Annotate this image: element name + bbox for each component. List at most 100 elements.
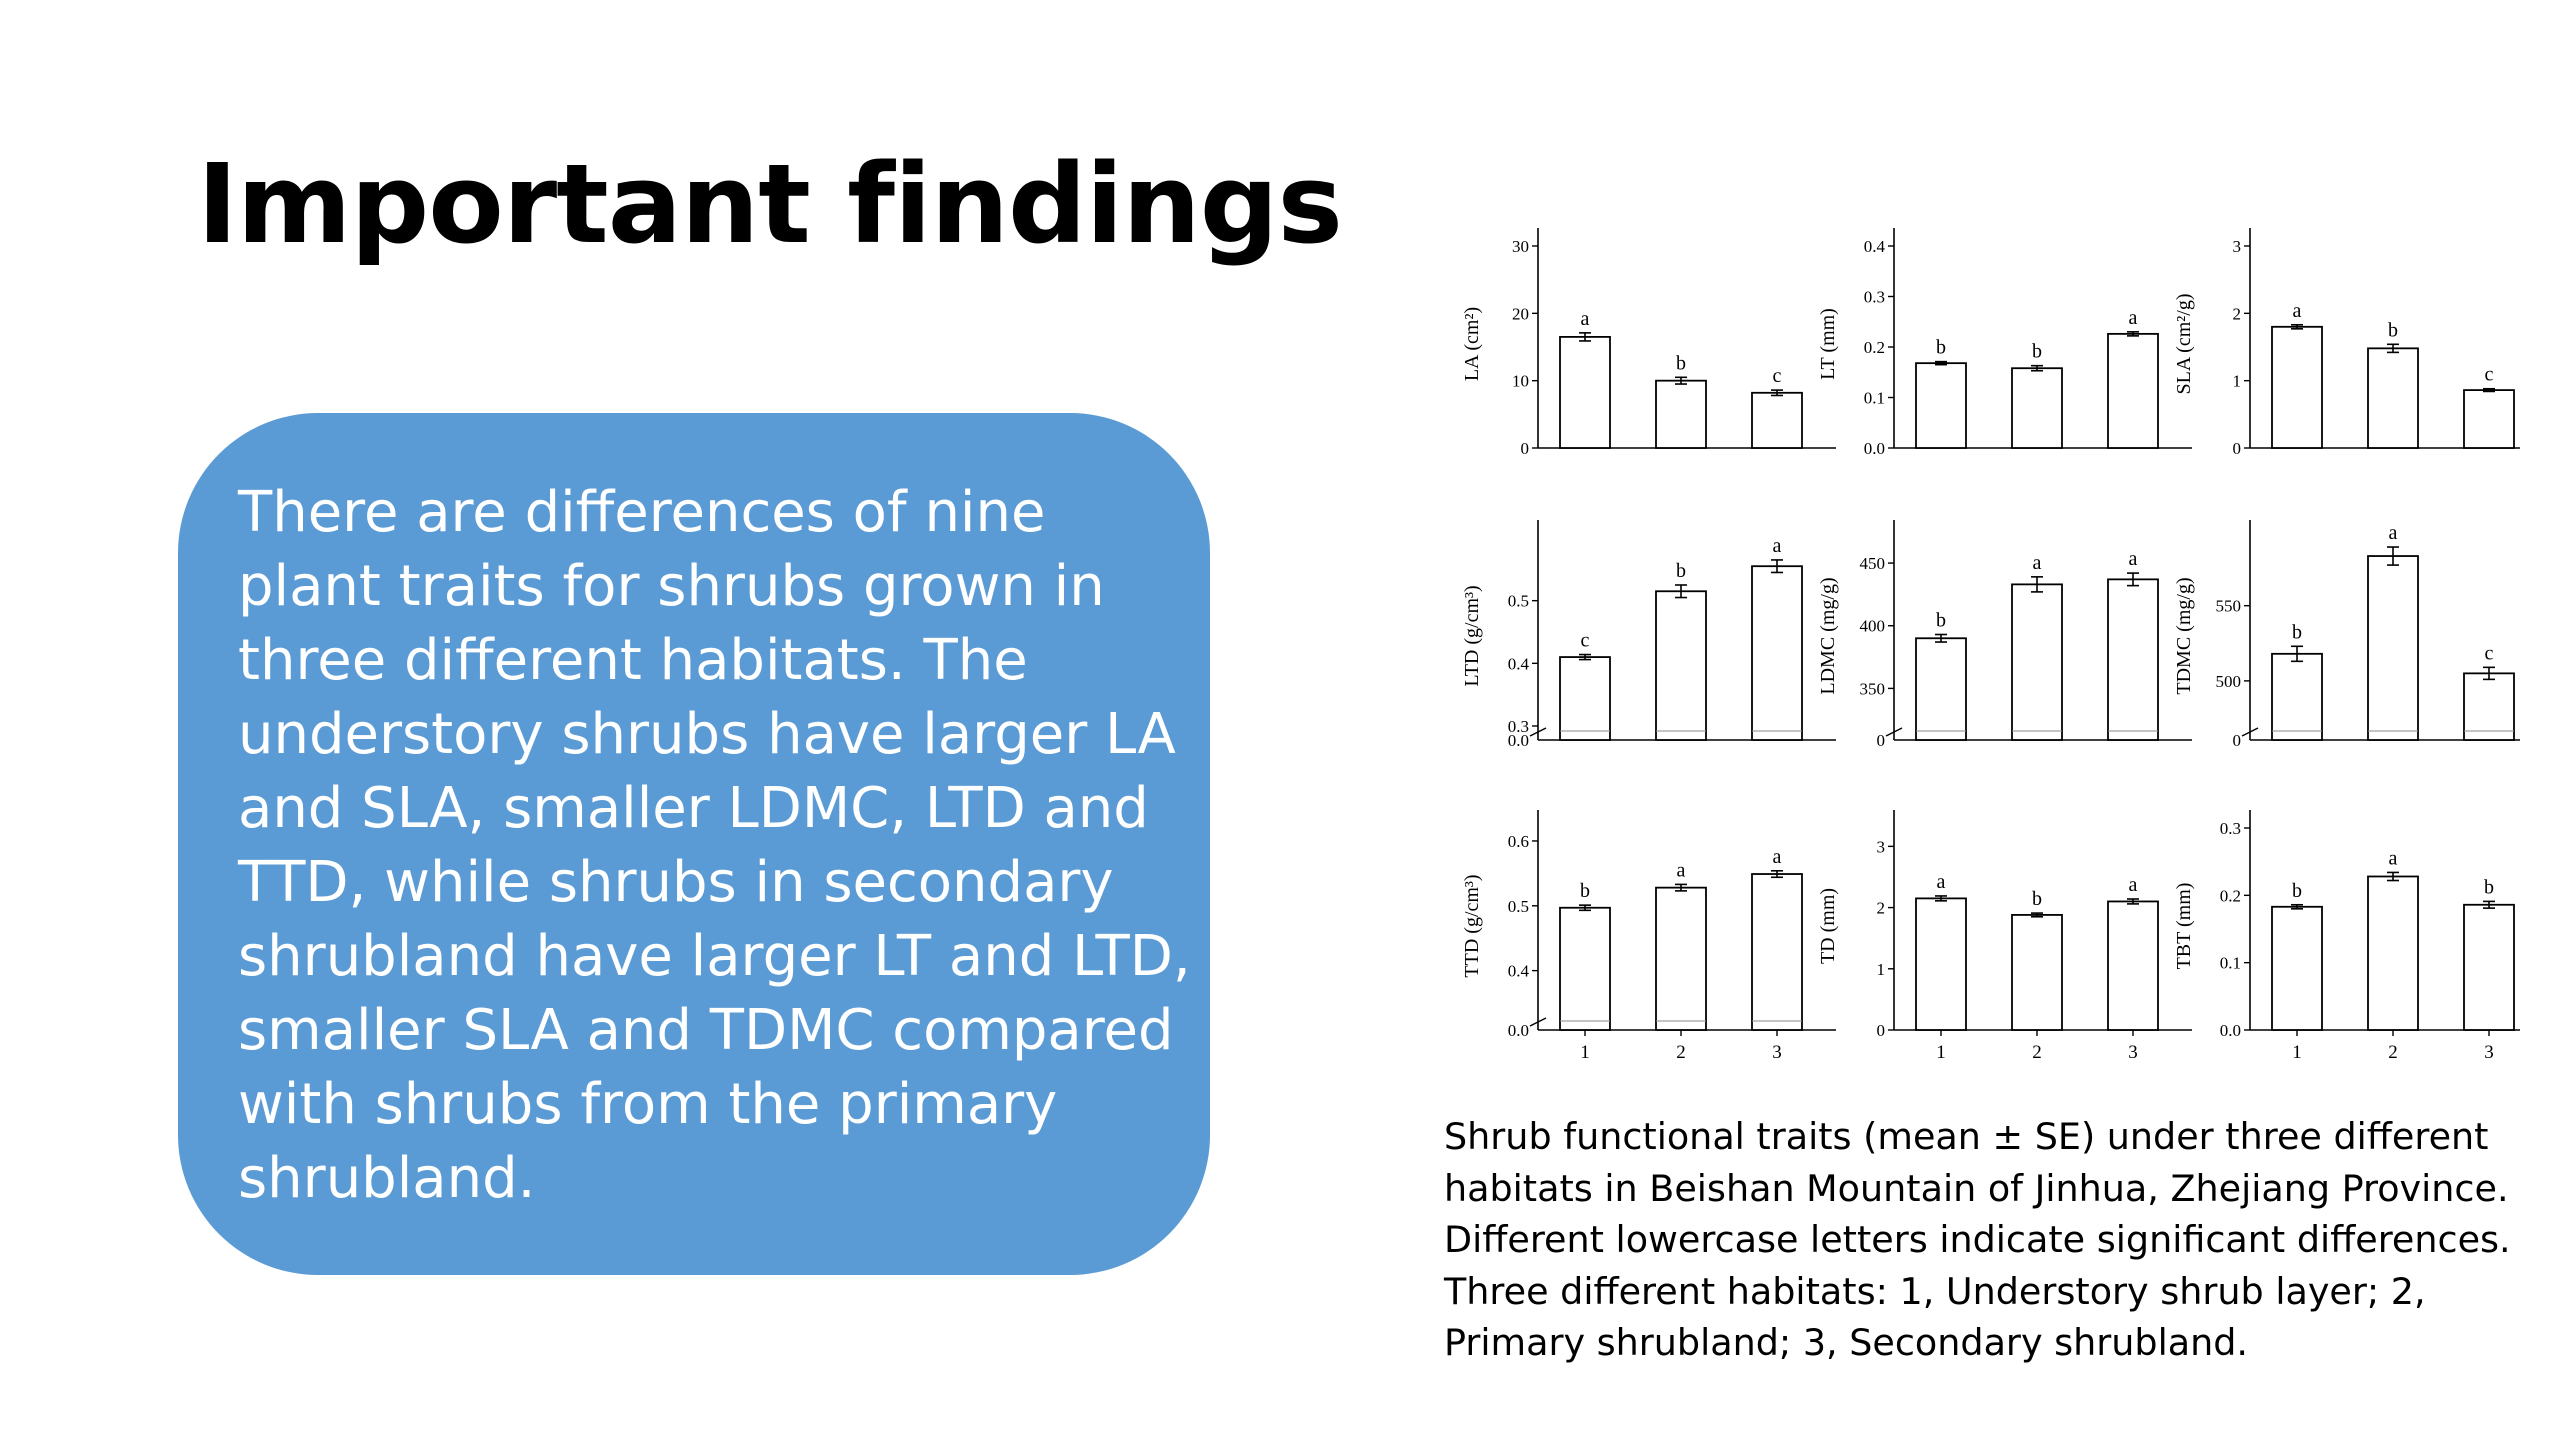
bar — [1751, 565, 1803, 741]
y-axis-label: TTD (g/cm³) — [1461, 874, 1483, 977]
y-tick-label: 0.2 — [2220, 886, 2241, 905]
y-tick-label: 0 — [2233, 731, 2242, 750]
x-tick-label: 1 — [1936, 1042, 1946, 1063]
y-axis-label: TD (mm) — [1817, 888, 1839, 964]
bar — [2011, 367, 2063, 449]
y-tick-label: 0.5 — [1508, 592, 1529, 611]
y-tick-label: 1 — [1877, 960, 1886, 979]
significance-letter: c — [1581, 630, 1590, 652]
y-tick-label: 0 — [1521, 439, 1530, 458]
significance-letter: a — [1773, 846, 1782, 868]
y-tick-label: 0.4 — [1864, 237, 1886, 256]
bar — [1751, 873, 1803, 1031]
bar — [2463, 672, 2515, 741]
significance-letter: b — [1676, 352, 1686, 374]
bar — [1655, 379, 1707, 449]
y-tick-label: 1 — [2233, 372, 2242, 391]
x-tick-label: 2 — [2032, 1042, 2042, 1063]
y-tick-label: 0.1 — [2220, 954, 2241, 973]
y-tick-label: 3 — [2233, 237, 2242, 256]
significance-letter: b — [1936, 610, 1946, 632]
bar — [2367, 555, 2419, 741]
significance-letter: a — [1581, 308, 1590, 330]
y-tick-label: 10 — [1512, 372, 1529, 391]
bar — [2463, 389, 2515, 449]
significance-letter: a — [1773, 535, 1782, 557]
bar — [2107, 900, 2159, 1031]
bar — [1915, 362, 1967, 449]
y-tick-label: 450 — [1860, 554, 1886, 573]
significance-letter: a — [1677, 859, 1686, 881]
significance-letter: b — [2032, 888, 2042, 910]
significance-letter: a — [2129, 548, 2138, 570]
significance-letter: b — [2032, 341, 2042, 363]
y-tick-label: 20 — [1512, 304, 1529, 323]
bar — [2271, 905, 2323, 1031]
bar — [2463, 903, 2515, 1031]
significance-letter: b — [1676, 560, 1686, 582]
y-tick-label: 0.3 — [1864, 288, 1885, 307]
chart-panel-2: 0.0 0.1 0.2 0.3 0.4 LT (mm) b b a — [1817, 228, 2192, 458]
x-tick-label: 1 — [1580, 1042, 1590, 1063]
significance-letter: a — [2389, 847, 2398, 869]
significance-letter: a — [2293, 300, 2302, 322]
significance-letter: a — [2129, 307, 2138, 329]
y-tick-label: 0.3 — [1508, 717, 1529, 736]
y-tick-label: 0.1 — [1864, 389, 1885, 408]
bar — [1559, 906, 1611, 1031]
axis-break-mark — [1885, 727, 1903, 737]
y-tick-label: 0.6 — [1508, 832, 1529, 851]
bar — [1751, 391, 1803, 449]
bar — [2011, 583, 2063, 741]
findings-panel: There are differences of nine plant trai… — [178, 413, 1210, 1275]
slide-title: Important findings — [197, 140, 1343, 268]
x-tick-label: 3 — [2128, 1042, 2138, 1063]
y-axis-label: LTD (g/cm³) — [1461, 585, 1483, 686]
bar — [1655, 886, 1707, 1031]
significance-letter: c — [2485, 642, 2494, 664]
y-tick-label: 2 — [2233, 304, 2242, 323]
trait-charts: 0 10 20 30 LA (cm²) a b c 0.0 0.1 0.2 0.3 0.4 LT (mm)… — [1430, 220, 2548, 1100]
axis-break-mark — [2241, 727, 2259, 737]
chart-panel-1: 0 10 20 30 LA (cm²) a b c — [1461, 228, 1836, 458]
y-tick-label: 0.0 — [1508, 731, 1529, 750]
significance-letter: a — [1937, 871, 1946, 893]
significance-letter: c — [2485, 364, 2494, 386]
y-tick-label: 0.0 — [2220, 1021, 2241, 1040]
chart-panel-9: 0.0 0.1 0.2 0.3 TBT (mm) b 1 a 2 b 3 — [2173, 810, 2548, 1063]
y-tick-label: 0.4 — [1508, 654, 1530, 673]
y-tick-label: 0.5 — [1508, 897, 1529, 916]
bar — [2367, 875, 2419, 1031]
y-tick-label: 550 — [2216, 597, 2242, 616]
significance-letter: a — [2033, 552, 2042, 574]
x-tick-label: 3 — [2484, 1042, 2494, 1063]
x-tick-label: 1 — [2292, 1042, 2302, 1063]
chart-panel-6: 500 550 0 TDMC (mg/g) b a c — [2173, 520, 2548, 750]
y-tick-label: 0 — [1877, 731, 1886, 750]
bar — [2367, 347, 2419, 449]
findings-text: There are differences of nine plant trai… — [238, 480, 1191, 1211]
x-tick-label: 2 — [2388, 1042, 2398, 1063]
y-tick-label: 0 — [1877, 1021, 1886, 1040]
y-tick-label: 0.3 — [2220, 819, 2241, 838]
y-axis-label: TBT (mm) — [2173, 883, 2195, 970]
y-tick-label: 2 — [1877, 899, 1886, 918]
y-tick-label: 350 — [1860, 679, 1886, 698]
bar — [1655, 590, 1707, 741]
significance-letter: a — [2129, 874, 2138, 896]
bar — [1915, 637, 1967, 741]
significance-letter: c — [1773, 365, 1782, 387]
chart-panel-3: 0 1 2 3 SLA (cm²/g) a b c — [2173, 228, 2548, 458]
y-axis-label: TDMC (mg/g) — [2173, 577, 2195, 694]
significance-letter: b — [1936, 337, 1946, 359]
y-axis-label: LT (mm) — [1817, 308, 1839, 380]
y-tick-label: 0.4 — [1508, 962, 1530, 981]
axis-break-mark — [1529, 1017, 1547, 1027]
bar — [1559, 336, 1611, 449]
chart-panel-4: 0.3 0.4 0.5 0.0 LTD (g/cm³) c b a — [1461, 520, 1836, 750]
bar — [2271, 325, 2323, 449]
x-tick-label: 3 — [1772, 1042, 1782, 1063]
y-axis-label: LDMC (mg/g) — [1817, 577, 1839, 694]
bar — [2107, 332, 2159, 449]
